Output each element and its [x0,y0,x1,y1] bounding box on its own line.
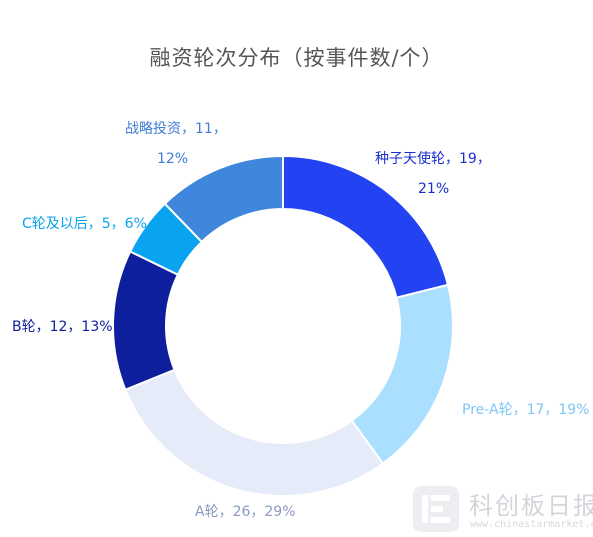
chart-title: 融资轮次分布（按事件数/个） [149,46,444,70]
slice-label-5: 战略投资，11， 12% [125,120,227,168]
slice-label-line: C轮及以后，5，6% [22,216,147,232]
slice-label-1: Pre-A轮，17，19% [462,401,590,419]
watermark-logo-icon [413,486,459,532]
slice-label-line: 12% [156,151,189,167]
donut-slice-3 [112,250,180,391]
slice-label-4: C轮及以后，5，6% [22,215,147,233]
slice-label-2: A轮，26，29% [195,503,296,521]
donut-slice-1 [350,283,454,465]
slice-label-line: A轮，26，29% [195,504,296,520]
slice-label-line: B轮，12，13% [12,319,113,335]
slice-label-line: 21% [418,181,450,197]
watermark: 科创板日报 www.chinastarmarket.cn [413,486,593,536]
slice-label-line: 种子天使轮，19， [375,151,491,167]
donut-slice-2 [124,368,385,497]
slice-label-line: 战略投资，11， [125,121,227,137]
watermark-url: www.chinastarmarket.cn [470,519,593,530]
donut-slice-5 [163,154,284,244]
watermark-name: 科创板日报 [469,492,593,520]
slice-label-0: 种子天使轮，19， 21% [375,150,491,198]
slice-label-3: B轮，12，13% [12,318,113,336]
slice-label-line: Pre-A轮，17，19% [462,402,590,418]
